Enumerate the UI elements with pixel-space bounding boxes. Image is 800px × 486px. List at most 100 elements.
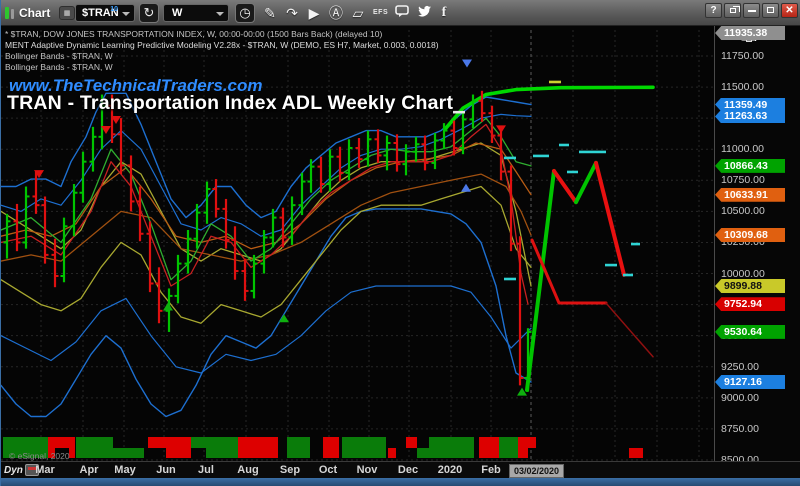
- price-scale-label: 10500.00: [721, 205, 765, 218]
- heatmap-cell-red: [406, 437, 417, 448]
- price-scale-label: 11500.00: [721, 81, 765, 94]
- maximize-button[interactable]: [762, 3, 779, 18]
- chart-badge-icon: ▦: [59, 6, 75, 20]
- price-tag: 9752.94: [715, 297, 785, 312]
- chat-icon[interactable]: [393, 4, 411, 22]
- price-axis[interactable]: 11750.0011500.0011250.0011000.0010750.00…: [714, 26, 800, 461]
- refresh-button[interactable]: ↻: [139, 3, 159, 23]
- autotrade-icon[interactable]: Ⓐ: [329, 5, 343, 21]
- legend-adl-row: MENT Adaptive Dynamic Learning Predictiv…: [5, 40, 439, 50]
- heatmap-cell-red: [323, 437, 339, 448]
- chart-svg[interactable]: [1, 26, 714, 461]
- price-scale-label: 8500.00: [721, 453, 759, 461]
- month-label-aug: Aug: [237, 464, 259, 476]
- pencil-icon[interactable]: ✎: [264, 5, 276, 21]
- month-label-oct: Oct: [318, 464, 338, 476]
- month-label-2020: 2020: [437, 464, 463, 476]
- sell-triangle-icon: [111, 116, 121, 125]
- legend-symbol-row: * $TRAN, DOW JONES TRANSPORTATION INDEX,…: [5, 29, 383, 39]
- price-tag: 11935.38: [715, 26, 785, 40]
- heatmap-cell-green: [76, 448, 144, 458]
- price-tag: 10866.43: [715, 158, 785, 173]
- heatmap-cell-red: [629, 448, 643, 458]
- price-tag: 11263.63: [715, 109, 785, 124]
- price-tag: 9127.16: [715, 375, 785, 390]
- month-label-feb: Feb: [481, 464, 501, 476]
- price-scale-label: 10000.00: [721, 267, 765, 280]
- status-led-icon: [5, 7, 9, 19]
- buy-triangle-icon: [517, 387, 527, 396]
- heatmap-cell-green: [206, 448, 238, 458]
- heatmap-cell-red: [238, 448, 278, 458]
- delay-superscript: 10: [110, 6, 118, 13]
- copyright-label: © eSignal, 2020: [9, 451, 70, 461]
- price-tag: 10633.91: [715, 187, 785, 202]
- restore-button[interactable]: [724, 3, 741, 18]
- heatmap-cell-green: [3, 437, 48, 448]
- heatmap-cell-red: [323, 448, 339, 458]
- buy-triangle-icon: [279, 314, 289, 323]
- price-scale-label: 10750.00: [721, 174, 765, 187]
- chevron-down-icon[interactable]: [216, 12, 224, 16]
- minimize-button[interactable]: [743, 3, 760, 18]
- heatmap-cell-green: [499, 437, 518, 448]
- efs-button[interactable]: EFS: [373, 9, 389, 16]
- window-title: Chart: [19, 6, 51, 20]
- heatmap-cell-red: [479, 437, 499, 448]
- heatmap-cell-red: [388, 448, 396, 458]
- adl-forecast-floor-line: [530, 238, 608, 305]
- chart-banner-title: TRAN - Transportation Index ADL Weekly C…: [7, 92, 454, 114]
- symbol-input[interactable]: $TRAN 10: [75, 4, 135, 22]
- chart-canvas[interactable]: * $TRAN, DOW JONES TRANSPORTATION INDEX,…: [1, 26, 714, 461]
- redo-icon[interactable]: ↷: [286, 5, 298, 21]
- price-scale-label: 11750.00: [721, 50, 765, 62]
- window-bottom-border: [1, 478, 800, 486]
- watermark-link[interactable]: www.TheTechnicalTraders.com: [9, 76, 263, 95]
- adl-forecast-down-1-line: [552, 169, 578, 205]
- heatmap-cell-green: [499, 448, 518, 458]
- time-template-button[interactable]: ◷: [235, 3, 255, 23]
- adl-forecast-up-1-line: [525, 169, 556, 392]
- heatmap-cell-red: [518, 437, 536, 448]
- price-tag: 9530.64: [715, 324, 785, 339]
- adl-forecast-up-2-line: [574, 160, 598, 205]
- eraser-icon[interactable]: ▱: [352, 5, 364, 21]
- month-label-apr: Apr: [79, 464, 99, 476]
- adl-forecast-tail-line: [605, 302, 654, 358]
- play-icon[interactable]: ▶: [308, 5, 320, 21]
- sell-triangle-icon: [101, 125, 111, 134]
- dyn-label[interactable]: Dyn: [4, 465, 23, 476]
- month-label-sep: Sep: [279, 464, 301, 476]
- orange-ma-slow-line: [1, 173, 532, 262]
- symbol-value: $TRAN: [82, 7, 119, 19]
- facebook-icon[interactable]: f: [441, 5, 447, 20]
- bollinger2-upper-line: [1, 113, 532, 237]
- help-button[interactable]: ?: [705, 3, 722, 18]
- price-scale-label: 8750.00: [721, 422, 759, 435]
- status-led2-icon: [11, 9, 14, 19]
- legend-bollinger1-row: Bollinger Bands - $TRAN, W: [5, 51, 113, 61]
- red-ma-line: [1, 123, 529, 305]
- chevron-down-icon[interactable]: [122, 12, 130, 16]
- heatmap-cell-green: [191, 437, 238, 448]
- adl-flattening-curve-line: [444, 85, 655, 130]
- adl-forecast-down-2-line: [594, 160, 626, 277]
- price-scale-label: 11000.00: [721, 143, 765, 156]
- time-axis[interactable]: Dyn 03/02/2020 Mar Apr May Jun Jul Aug Sep Oct N…: [1, 461, 800, 478]
- heatmap-cell-red: [166, 448, 191, 458]
- legend-bollinger2-row: Bollinger Bands - $TRAN, W: [5, 62, 113, 72]
- bollinger1-upper-line: [1, 92, 532, 219]
- heatmap-cell-green: [342, 437, 386, 448]
- heatmap-cell-red: [69, 448, 75, 458]
- bollinger1-lower-line: [1, 208, 532, 418]
- heatmap-cell-green: [342, 448, 386, 458]
- month-label-dec: Dec: [397, 464, 419, 476]
- interval-select[interactable]: W: [163, 4, 229, 22]
- close-button[interactable]: ✕: [781, 3, 798, 18]
- dyn-icon[interactable]: [25, 464, 39, 476]
- heatmap-cell-green: [429, 437, 474, 448]
- month-label-nov: Nov: [356, 464, 378, 476]
- twitter-icon[interactable]: [415, 4, 433, 22]
- buy-triangle-icon: [163, 302, 173, 311]
- price-scale-label: 9250.00: [721, 360, 759, 373]
